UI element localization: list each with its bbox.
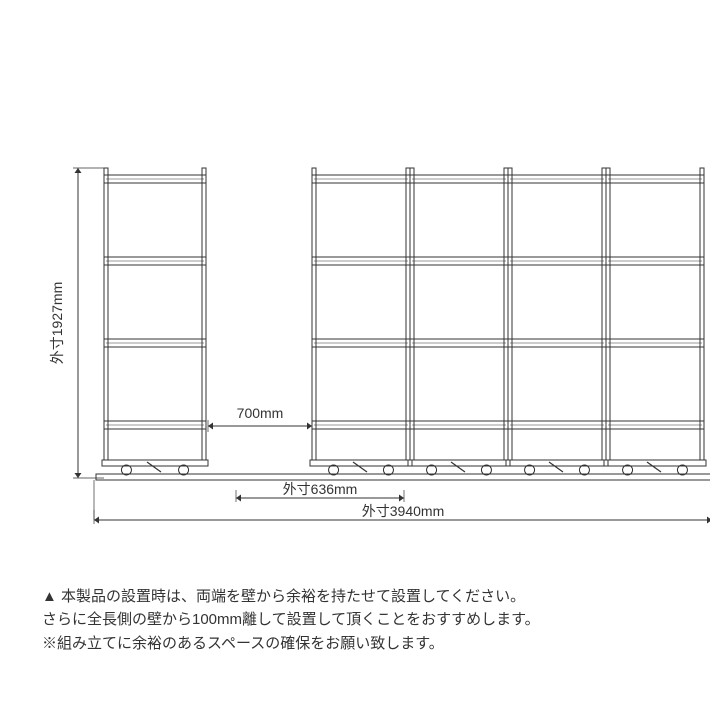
note-line-3: ※組み立てに余裕のあるスペースの確保をお願い致します。: [42, 632, 668, 655]
dim-gap-label: 700mm: [237, 405, 284, 421]
dim-height-label: 外寸1927mm: [49, 282, 65, 364]
installation-notes: ▲ 本製品の設置時は、両端を壁から余裕を持たせて設置してください。 さらに全長側…: [42, 585, 668, 655]
shelving-diagram: 外寸1927mm 700mm 外寸636mm外寸3940mm: [0, 0, 710, 540]
dim-total-width-label: 外寸3940mm: [362, 503, 444, 519]
note-line-2: さらに全長側の壁から100mm離して設置して頂くことをおすすめします。: [42, 608, 668, 631]
note-line-1: ▲ 本製品の設置時は、両端を壁から余裕を持たせて設置してください。: [42, 585, 668, 608]
dim-unit-width-label: 外寸636mm: [283, 481, 358, 497]
